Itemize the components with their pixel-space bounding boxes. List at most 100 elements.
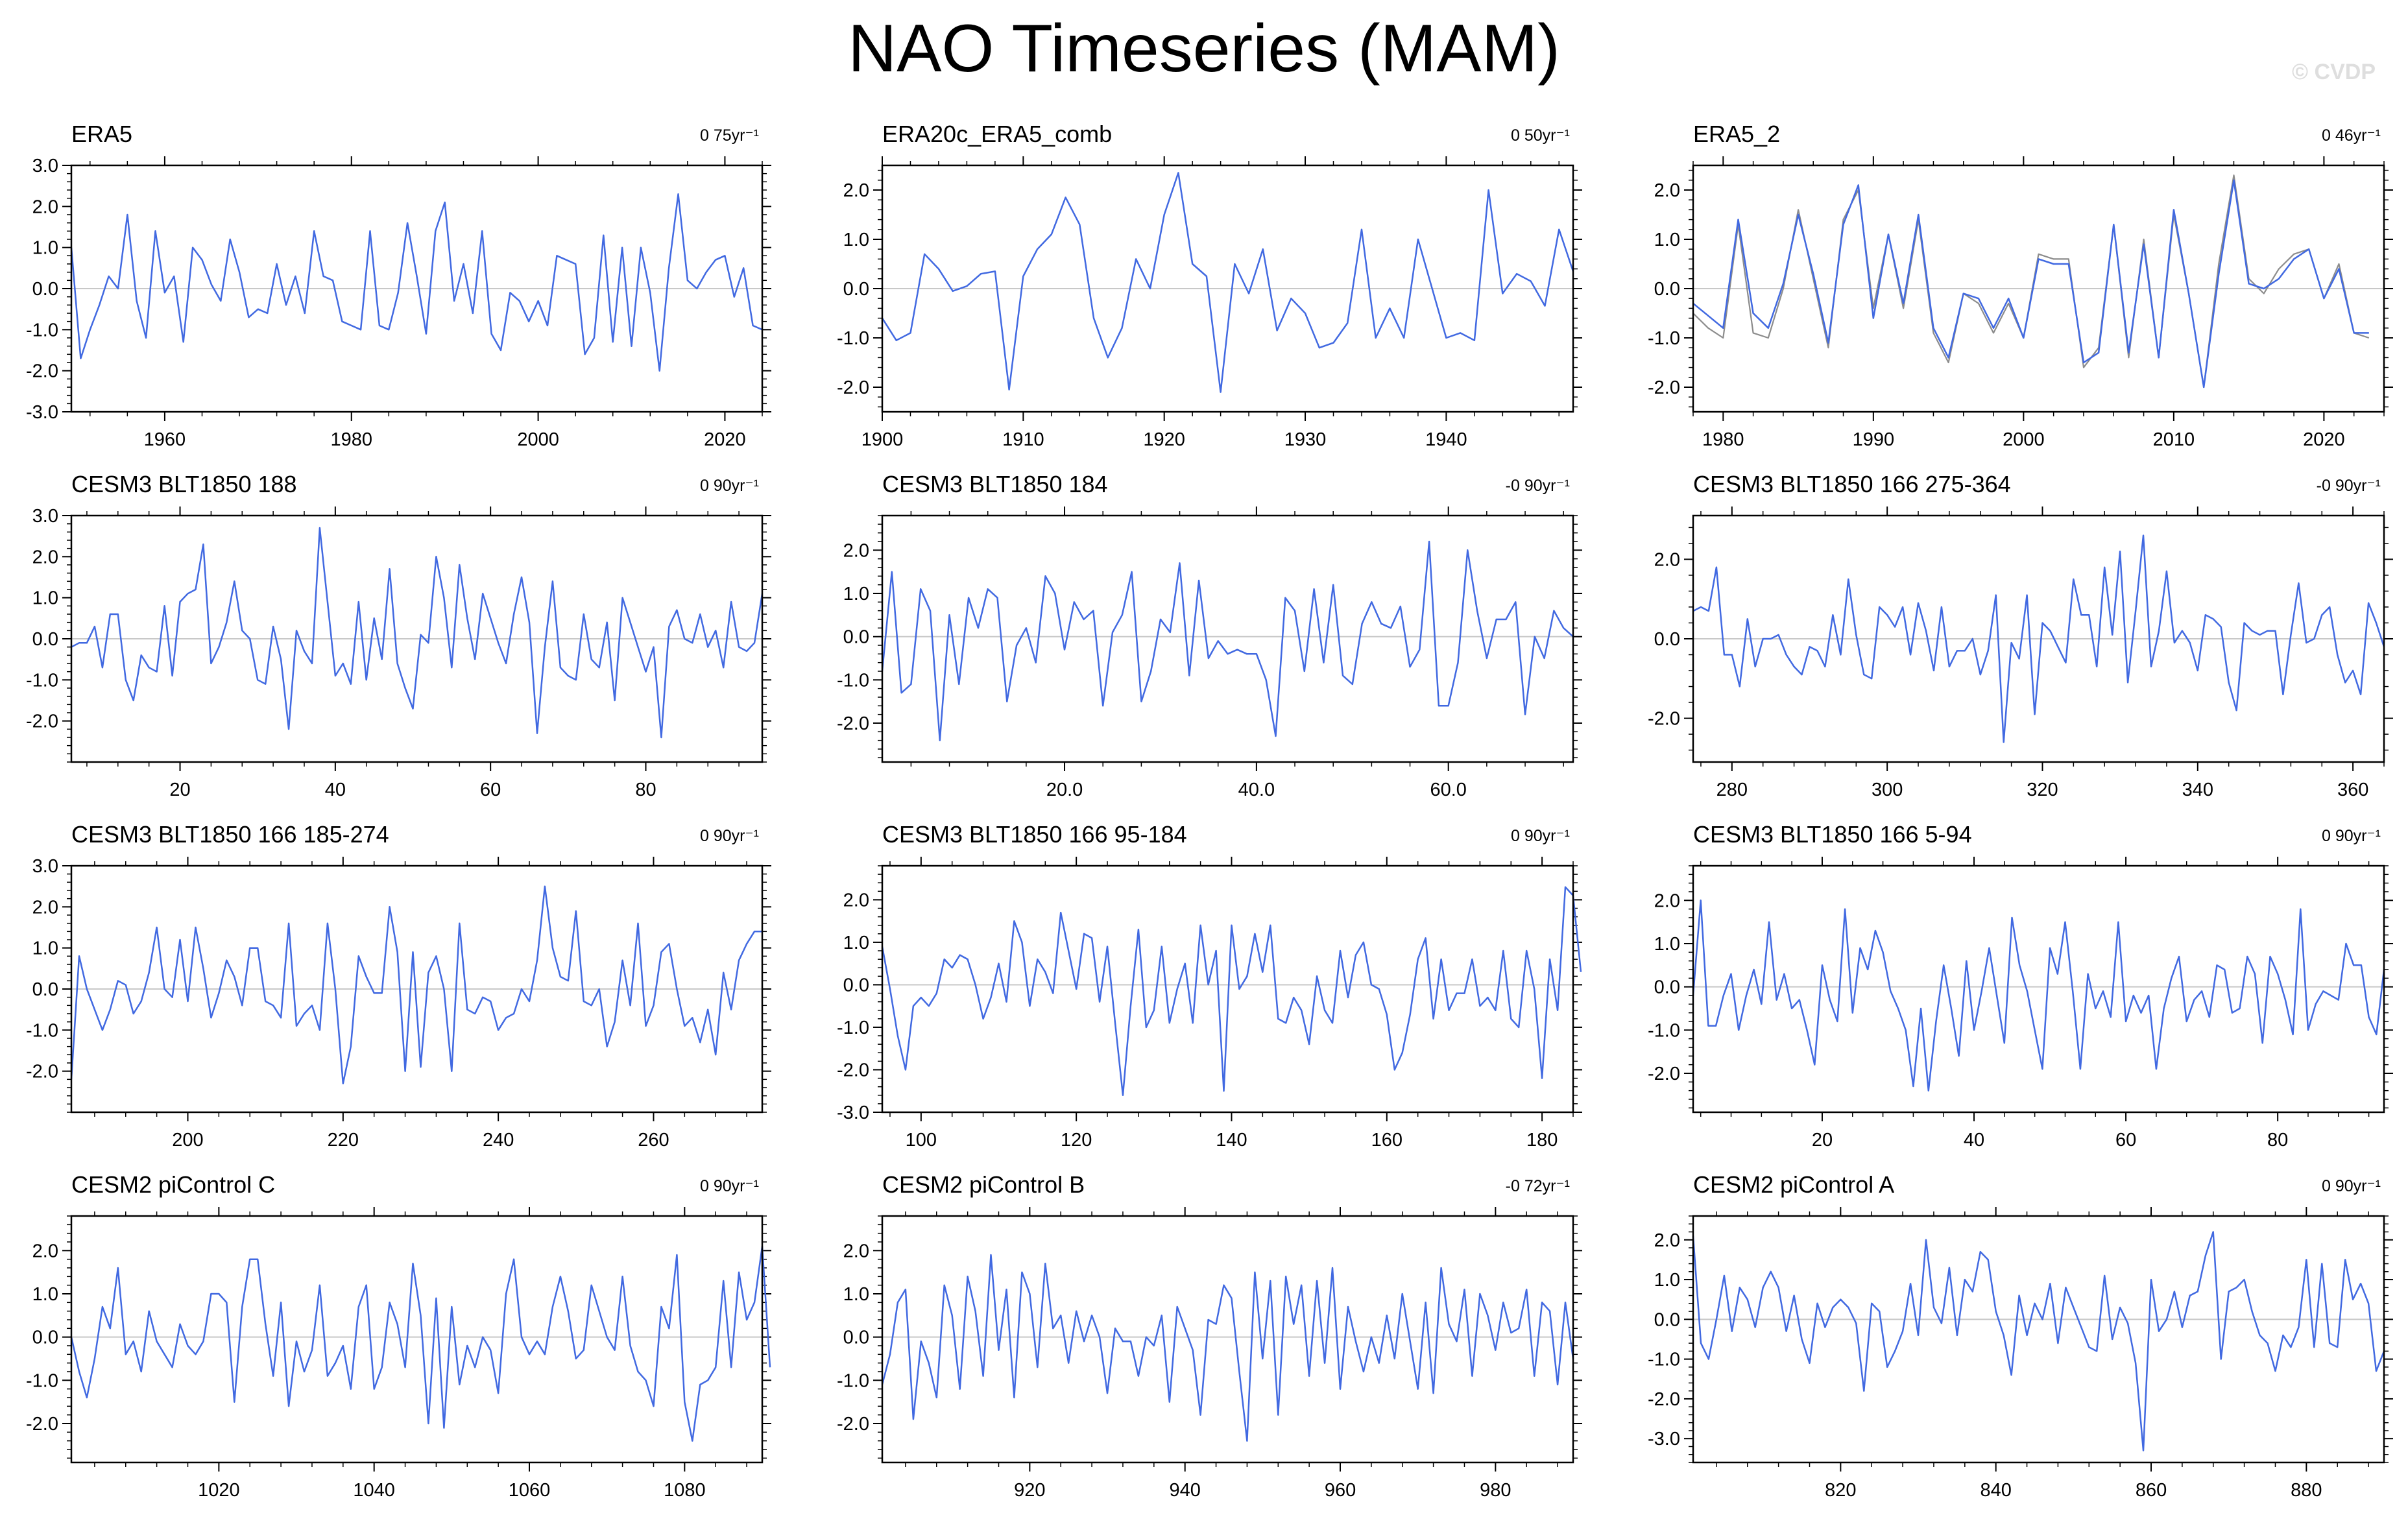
watermark-text: © CVDP [2292, 60, 2376, 84]
trend-label: 0 90yr⁻¹ [700, 477, 759, 495]
chart-panel: CESM2 piControl A 0 90yr⁻¹ 2.0 1.0 0.0 -1.0 -2… [1648, 1171, 2393, 1501]
y-tick-label: -2.0 [837, 377, 869, 398]
y-tick-label: -2.0 [1648, 377, 1680, 398]
chart-panel: ERA5 0 75yr⁻¹ 3.0 2.0 1.0 0.0 -1.0 -2.0 -3.0 1960… [26, 121, 771, 450]
y-tick-label: -2.0 [837, 1414, 869, 1435]
x-tick-label: 2000 [517, 429, 559, 450]
trend-label: -0 72yr⁻¹ [1506, 1177, 1570, 1195]
y-tick-label: -2.0 [837, 713, 869, 734]
x-tick-label: 980 [1480, 1480, 1511, 1501]
y-tick-label: 1.0 [843, 230, 869, 250]
y-tick-label: -2.0 [1648, 1389, 1680, 1410]
y-tick-label: 2.0 [32, 547, 58, 567]
y-tick-label: -1.0 [1648, 328, 1680, 349]
chart-panel: CESM2 piControl B -0 72yr⁻¹ 2.0 1.0 0.0 -1.0 -… [837, 1171, 1582, 1501]
x-tick-label: 140 [1216, 1130, 1247, 1150]
y-tick-label: 1.0 [1654, 1270, 1680, 1291]
series-line [881, 172, 1574, 393]
x-tick-label: 220 [328, 1130, 359, 1150]
x-tick-label: 2020 [2303, 429, 2345, 450]
panel-title: CESM2 piControl A [1693, 1171, 1894, 1198]
panel-title: ERA5_2 [1693, 121, 1780, 147]
series-line [881, 1254, 1574, 1442]
y-tick-label: 2.0 [843, 890, 869, 911]
y-tick-label: 3.0 [32, 156, 58, 176]
x-tick-label: 1940 [1425, 429, 1467, 450]
x-tick-label: 300 [1872, 780, 1903, 800]
plot-frame [1692, 1215, 2385, 1464]
y-tick-label: 0.0 [843, 1328, 869, 1348]
x-tick-label: 180 [1526, 1130, 1558, 1150]
x-tick-label: 40.0 [1238, 780, 1275, 800]
y-tick-label: 0.0 [32, 279, 58, 300]
y-tick-label: 0.0 [32, 979, 58, 1000]
y-tick-label: 2.0 [1654, 180, 1680, 201]
series-line [1692, 179, 2369, 388]
chart-panel: ERA5_2 0 46yr⁻¹ 2.0 1.0 0.0 -1.0 -2.0 1980 1990 2… [1648, 121, 2393, 450]
y-tick-label: 0.0 [843, 627, 869, 648]
panel-title: CESM3 BLT1850 184 [882, 471, 1108, 497]
x-tick-label: 1980 [330, 429, 372, 450]
y-tick-label: -2.0 [26, 711, 58, 732]
panel-title: CESM3 BLT1850 166 185-274 [71, 821, 389, 848]
plot-frame [70, 1215, 764, 1464]
chart-panel: CESM3 BLT1850 184 -0 90yr⁻¹ 2.0 1.0 0.0 -1.0 -… [837, 471, 1582, 800]
series-line [70, 885, 762, 1084]
x-tick-label: 1060 [509, 1480, 551, 1501]
x-tick-label: 1980 [1702, 429, 1744, 450]
x-tick-label: 80 [2267, 1130, 2288, 1150]
trend-label: 0 46yr⁻¹ [2322, 126, 2381, 145]
y-tick-label: -3.0 [1648, 1429, 1680, 1449]
y-tick-label: -1.0 [837, 1370, 869, 1391]
y-tick-label: 2.0 [843, 180, 869, 201]
x-tick-label: 2010 [2153, 429, 2195, 450]
chart-panel: ERA20c_ERA5_comb 0 50yr⁻¹ 2.0 1.0 0.0 -1.0 -2.… [837, 121, 1582, 450]
chart-panel: CESM2 piControl C 0 90yr⁻¹ 2.0 1.0 0.0 -1.0 -2… [26, 1171, 771, 1501]
x-tick-label: 1900 [861, 429, 904, 450]
x-tick-label: 320 [2027, 780, 2058, 800]
x-tick-label: 920 [1014, 1480, 1045, 1501]
x-tick-label: 1020 [198, 1480, 240, 1501]
y-tick-label: -1.0 [26, 1370, 58, 1391]
y-tick-label: 0.0 [843, 279, 869, 300]
panel-title: CESM2 piControl C [71, 1171, 275, 1198]
y-tick-label: 0.0 [1654, 977, 1680, 998]
y-tick-label: -1.0 [837, 670, 869, 691]
x-tick-label: 1960 [144, 429, 186, 450]
chart-panel: CESM3 BLT1850 188 0 90yr⁻¹ 3.0 2.0 1.0 0.0 -1.… [26, 471, 771, 800]
y-tick-label: 2.0 [32, 897, 58, 918]
y-tick-label: 1.0 [843, 584, 869, 604]
plot-frame [881, 514, 1574, 763]
x-tick-label: 100 [906, 1130, 937, 1150]
y-tick-label: 1.0 [32, 1284, 58, 1305]
series-line [1692, 1231, 2385, 1451]
x-tick-label: 20.0 [1046, 780, 1083, 800]
x-tick-label: 860 [2136, 1480, 2167, 1501]
x-tick-label: 1040 [353, 1480, 395, 1501]
trend-label: 0 75yr⁻¹ [700, 126, 759, 145]
x-tick-label: 840 [1980, 1480, 2011, 1501]
panel-title: ERA20c_ERA5_comb [882, 121, 1112, 147]
x-tick-label: 960 [1325, 1480, 1356, 1501]
x-tick-label: 20 [1812, 1130, 1833, 1150]
trend-label: 0 90yr⁻¹ [1511, 827, 1570, 845]
plot-frame [70, 514, 764, 763]
y-tick-label: -1.0 [1648, 1020, 1680, 1041]
y-tick-label: -2.0 [26, 1414, 58, 1435]
x-tick-label: 340 [2182, 780, 2213, 800]
x-tick-label: 160 [1371, 1130, 1403, 1150]
panel-title: CESM3 BLT1850 166 95-184 [882, 821, 1187, 848]
y-tick-label: -2.0 [1648, 709, 1680, 730]
y-tick-label: 2.0 [1654, 549, 1680, 570]
x-tick-label: 120 [1061, 1130, 1092, 1150]
plot-frame [881, 164, 1574, 413]
y-tick-label: 2.0 [843, 1241, 869, 1261]
chart-panel: CESM3 BLT1850 166 5-94 0 90yr⁻¹ 2.0 1.0 0.0 -… [1648, 821, 2393, 1150]
y-tick-label: -3.0 [26, 402, 58, 423]
y-tick-label: 1.0 [1654, 230, 1680, 250]
chart-panel: CESM3 BLT1850 166 275-364 -0 90yr⁻¹ 2.0 0.0… [1648, 471, 2393, 800]
x-tick-label: 880 [2291, 1480, 2322, 1501]
series-line [70, 1245, 771, 1442]
x-tick-label: 940 [1169, 1480, 1200, 1501]
plot-frame [1692, 164, 2385, 413]
